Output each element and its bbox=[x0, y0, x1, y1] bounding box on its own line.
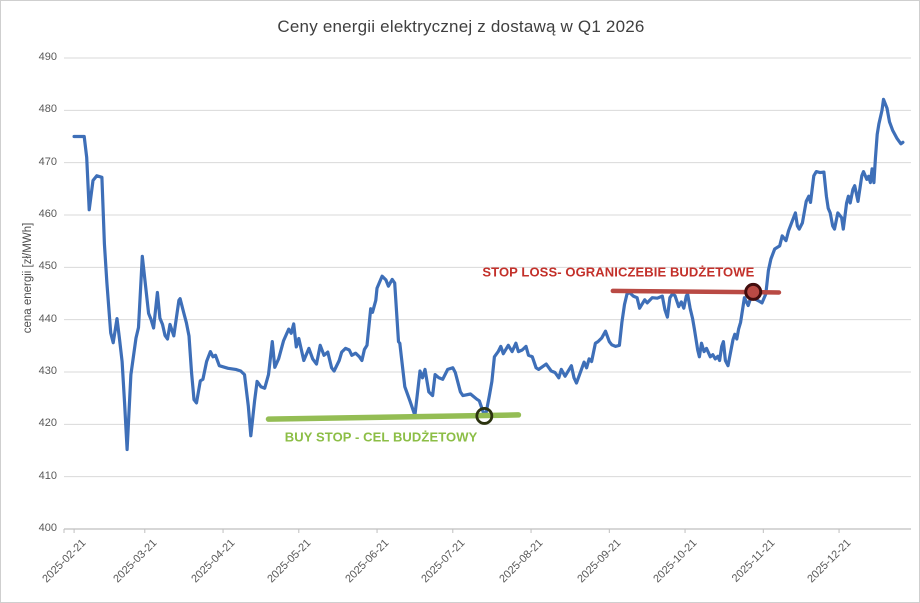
buy-stop-line bbox=[265, 412, 522, 422]
buy-stop-marker bbox=[475, 407, 494, 425]
y-tick-label: 430 bbox=[38, 365, 57, 377]
stop-loss-label: STOP LOSS- OGRANICZEBIE BUDŻETOWE bbox=[482, 264, 755, 280]
stop-loss-marker bbox=[744, 282, 763, 301]
price-line bbox=[72, 97, 905, 452]
y-tick-label: 470 bbox=[38, 155, 57, 168]
y-tick-label: 480 bbox=[38, 103, 57, 116]
y-tick-label: 400 bbox=[38, 522, 57, 534]
y-tick-label: 490 bbox=[38, 51, 57, 63]
y-tick-label: 460 bbox=[38, 208, 57, 220]
y-tick-label: 410 bbox=[38, 469, 57, 482]
y-tick-label: 420 bbox=[38, 417, 57, 430]
buy-stop-label: BUY STOP - CEL BUDŻETOWY bbox=[284, 429, 478, 445]
chart-title: Ceny energii elektrycznej z dostawą w Q1… bbox=[277, 17, 645, 36]
y-tick-label: 450 bbox=[38, 260, 57, 273]
y-tick-label: 440 bbox=[38, 312, 57, 325]
